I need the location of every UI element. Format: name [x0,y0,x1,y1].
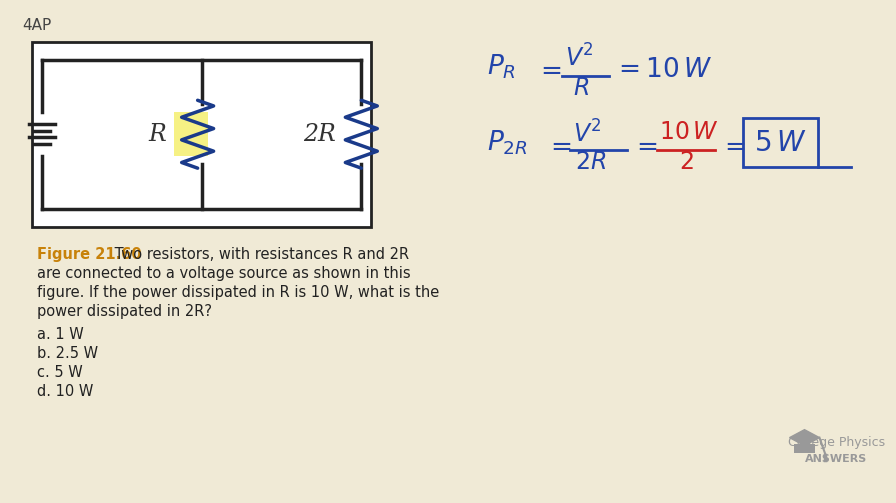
Text: $2$: $2$ [679,150,694,174]
Text: $=$: $=$ [631,133,657,159]
Text: Two resistors, with resistances R and 2R: Two resistors, with resistances R and 2R [110,247,409,262]
Text: $10\,W$: $10\,W$ [659,120,719,144]
Text: ANSWERS: ANSWERS [806,454,867,464]
Text: 4AP: 4AP [22,19,51,33]
Bar [794,444,815,453]
Polygon shape [174,112,208,156]
Text: $V^2$: $V^2$ [565,44,594,71]
Text: College Physics: College Physics [788,436,885,449]
Bar [32,42,371,227]
Text: $V^2$: $V^2$ [573,120,602,147]
Text: $2R$: $2R$ [575,150,606,174]
Text: figure. If the power dissipated in R is 10 W, what is the: figure. If the power dissipated in R is … [37,285,439,300]
Text: Figure 21.60: Figure 21.60 [37,247,142,262]
Polygon shape [789,430,820,446]
Text: a. 1 W: a. 1 W [37,327,83,342]
Text: $R$: $R$ [573,76,589,100]
Text: 2R: 2R [303,123,336,146]
Text: $=$: $=$ [545,133,572,159]
Text: $P_{2R}$: $P_{2R}$ [487,128,528,157]
Text: are connected to a voltage source as shown in this: are connected to a voltage source as sho… [37,266,410,281]
Text: $P_R$: $P_R$ [487,52,516,81]
Text: c. 5 W: c. 5 W [37,365,82,380]
Text: power dissipated in 2R?: power dissipated in 2R? [37,304,212,319]
Text: $= 10\,W$: $= 10\,W$ [613,57,712,83]
Text: $=$: $=$ [535,57,562,83]
Text: $5\,W$: $5\,W$ [754,129,806,157]
Text: d. 10 W: d. 10 W [37,384,93,399]
Text: $=$: $=$ [719,133,745,159]
Text: b. 2.5 W: b. 2.5 W [37,346,98,361]
Text: R: R [149,123,167,146]
